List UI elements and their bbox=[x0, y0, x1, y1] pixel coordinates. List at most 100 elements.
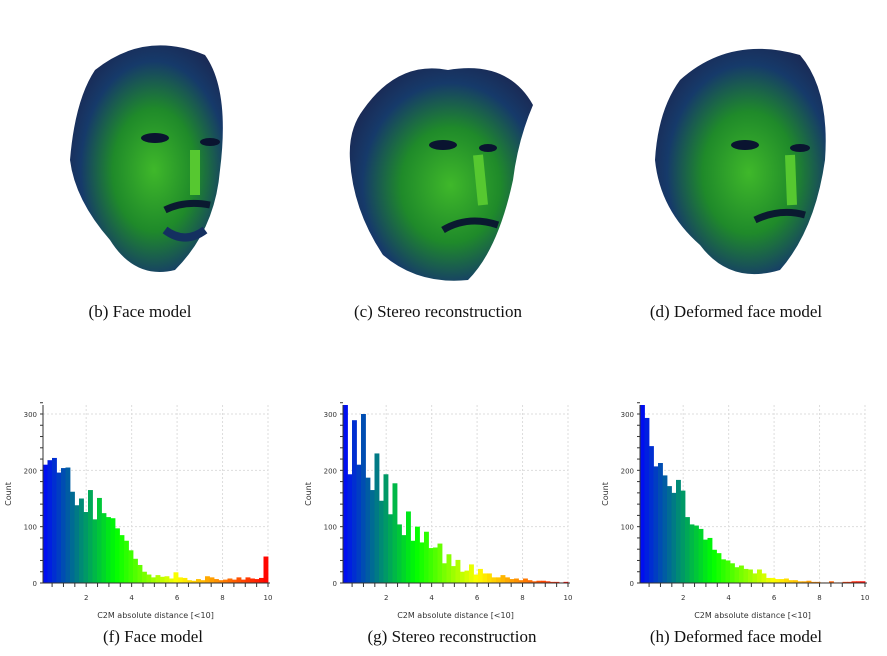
histogram-bar bbox=[433, 547, 438, 583]
y-tick-label: 300 bbox=[621, 411, 634, 419]
histogram-bar bbox=[61, 468, 66, 583]
y-tick-label: 300 bbox=[24, 411, 37, 419]
histogram-bar bbox=[460, 571, 465, 583]
y-tick-label: 100 bbox=[621, 524, 634, 532]
histogram-bar bbox=[250, 578, 255, 583]
histogram-bar bbox=[487, 573, 492, 583]
histogram-bar bbox=[793, 580, 798, 583]
histogram-bar bbox=[388, 514, 393, 583]
x-tick-label: 10 bbox=[861, 594, 870, 602]
histogram-bar bbox=[473, 574, 479, 583]
histogram-bar bbox=[649, 446, 654, 583]
histogram-bar bbox=[811, 581, 816, 583]
histogram-bar bbox=[509, 579, 515, 583]
histogram-bar bbox=[802, 581, 807, 583]
histogram-bar bbox=[142, 571, 147, 583]
histogram-bar bbox=[860, 581, 866, 583]
y-tick-label: 0 bbox=[333, 580, 337, 588]
histogram-bar bbox=[410, 540, 416, 583]
histogram-stereo-reconstruction: 0 100 200 300 2 4 6 8 10 C2M absolute distance [<… bbox=[304, 402, 572, 620]
x-axis-label: C2M absolute distance [<10] bbox=[694, 611, 811, 620]
histogram-bar bbox=[191, 580, 197, 583]
histogram-bar bbox=[707, 537, 713, 583]
histogram-bar bbox=[361, 414, 366, 583]
histogram-bar bbox=[856, 581, 861, 583]
caption-b: (b) Face model bbox=[88, 302, 192, 321]
histogram-bar bbox=[374, 453, 380, 583]
histogram-bar bbox=[455, 559, 461, 583]
histogram-bar bbox=[241, 579, 246, 583]
x-tick-label: 2 bbox=[84, 594, 88, 602]
histogram-bar bbox=[815, 581, 821, 583]
histogram-bar bbox=[716, 553, 722, 583]
histogram-bar bbox=[97, 497, 102, 583]
histogram-bar bbox=[536, 580, 542, 583]
histogram-bar bbox=[205, 576, 210, 583]
histogram-bar bbox=[761, 573, 767, 583]
y-tick-label: 200 bbox=[621, 467, 634, 475]
x-tick-label: 2 bbox=[681, 594, 685, 602]
histogram-bar bbox=[160, 576, 165, 583]
histogram-bar bbox=[640, 405, 645, 583]
histogram-bar bbox=[725, 560, 731, 583]
histogram-bar bbox=[752, 573, 758, 583]
histogram-bar bbox=[101, 513, 107, 583]
histogram-bar bbox=[739, 565, 744, 583]
x-tick-label: 8 bbox=[817, 594, 821, 602]
histogram-bar bbox=[514, 578, 519, 583]
histogram-bar bbox=[223, 579, 228, 583]
x-tick-label: 6 bbox=[772, 594, 777, 602]
histogram-bar bbox=[784, 578, 789, 583]
histogram-bar bbox=[365, 477, 371, 583]
y-tick-label: 100 bbox=[324, 524, 337, 532]
histogram-bar bbox=[110, 518, 116, 583]
histogram-bar bbox=[842, 581, 848, 583]
histogram-bar bbox=[347, 474, 353, 583]
histogram-bar bbox=[464, 570, 470, 583]
histogram-bar bbox=[712, 549, 717, 583]
histogram-bar bbox=[757, 569, 762, 583]
histogram-bar bbox=[151, 577, 156, 583]
y-axis-label: Count bbox=[601, 482, 610, 506]
histogram-bar bbox=[352, 420, 357, 583]
histogram-bar bbox=[469, 564, 474, 583]
histogram-bar bbox=[182, 577, 188, 583]
histogram-bar bbox=[424, 531, 429, 583]
histogram-bar bbox=[730, 563, 735, 583]
histogram-bar bbox=[698, 528, 704, 583]
histogram-bar bbox=[169, 578, 174, 583]
histogram-bar bbox=[187, 580, 192, 583]
x-tick-label: 4 bbox=[429, 594, 434, 602]
histogram-bar bbox=[505, 577, 510, 583]
histogram-bar bbox=[88, 490, 93, 583]
histogram-bar bbox=[500, 575, 506, 583]
histogram-bar bbox=[119, 535, 125, 583]
histogram-bar bbox=[178, 577, 183, 583]
histogram-bar bbox=[128, 550, 134, 583]
histogram-bar bbox=[496, 577, 501, 583]
histogram-bar bbox=[70, 491, 75, 583]
y-tick-label: 0 bbox=[33, 580, 37, 588]
histogram-bar bbox=[74, 505, 80, 583]
histogram-bar bbox=[164, 576, 170, 583]
histogram-bar bbox=[653, 466, 659, 583]
histogram-bar bbox=[56, 472, 62, 583]
histogram-bar bbox=[829, 581, 834, 583]
histogram-bar bbox=[743, 568, 749, 583]
histogram-bar bbox=[146, 574, 152, 583]
histogram-bar bbox=[797, 581, 803, 583]
caption-c: (c) Stereo reconstruction bbox=[353, 302, 523, 321]
histogram-bar bbox=[392, 483, 398, 583]
histogram-bar bbox=[478, 568, 483, 583]
histogram-bar bbox=[491, 577, 497, 583]
x-tick-label: 4 bbox=[129, 594, 134, 602]
histogram-bar bbox=[245, 577, 251, 583]
histogram-bar bbox=[52, 457, 57, 583]
x-tick-label: 10 bbox=[264, 594, 273, 602]
histogram-bar bbox=[415, 526, 420, 583]
histogram-bar bbox=[847, 581, 852, 583]
histogram-bar bbox=[397, 524, 402, 583]
histogram-bar bbox=[236, 577, 242, 583]
histogram-bar bbox=[370, 490, 375, 583]
